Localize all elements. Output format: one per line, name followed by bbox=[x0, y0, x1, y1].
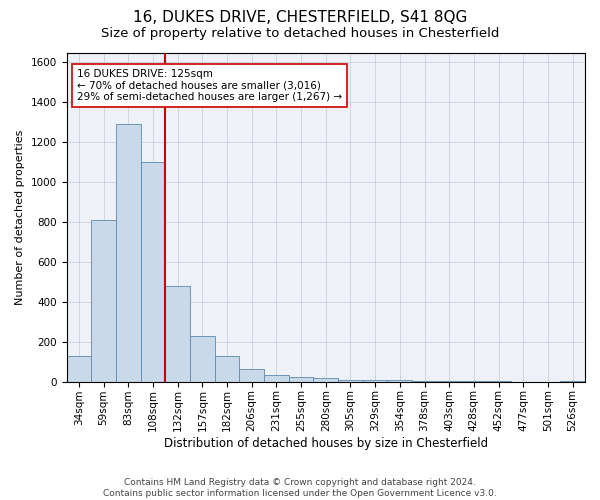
Bar bbox=[140, 162, 165, 382]
Bar bbox=[190, 336, 215, 382]
Bar bbox=[165, 286, 190, 382]
Bar bbox=[91, 220, 116, 382]
X-axis label: Distribution of detached houses by size in Chesterfield: Distribution of detached houses by size … bbox=[164, 437, 488, 450]
Bar bbox=[67, 356, 91, 382]
Text: Contains HM Land Registry data © Crown copyright and database right 2024.
Contai: Contains HM Land Registry data © Crown c… bbox=[103, 478, 497, 498]
Text: 16, DUKES DRIVE, CHESTERFIELD, S41 8QG: 16, DUKES DRIVE, CHESTERFIELD, S41 8QG bbox=[133, 10, 467, 25]
Bar bbox=[412, 381, 437, 382]
Bar bbox=[388, 380, 412, 382]
Bar bbox=[116, 124, 140, 382]
Bar bbox=[560, 380, 585, 382]
Bar bbox=[264, 374, 289, 382]
Bar bbox=[215, 356, 239, 382]
Bar bbox=[338, 380, 363, 382]
Bar bbox=[289, 376, 313, 382]
Bar bbox=[363, 380, 388, 382]
Bar bbox=[313, 378, 338, 382]
Text: Size of property relative to detached houses in Chesterfield: Size of property relative to detached ho… bbox=[101, 28, 499, 40]
Bar bbox=[239, 368, 264, 382]
Y-axis label: Number of detached properties: Number of detached properties bbox=[15, 130, 25, 305]
Text: 16 DUKES DRIVE: 125sqm
← 70% of detached houses are smaller (3,016)
29% of semi-: 16 DUKES DRIVE: 125sqm ← 70% of detached… bbox=[77, 69, 342, 102]
